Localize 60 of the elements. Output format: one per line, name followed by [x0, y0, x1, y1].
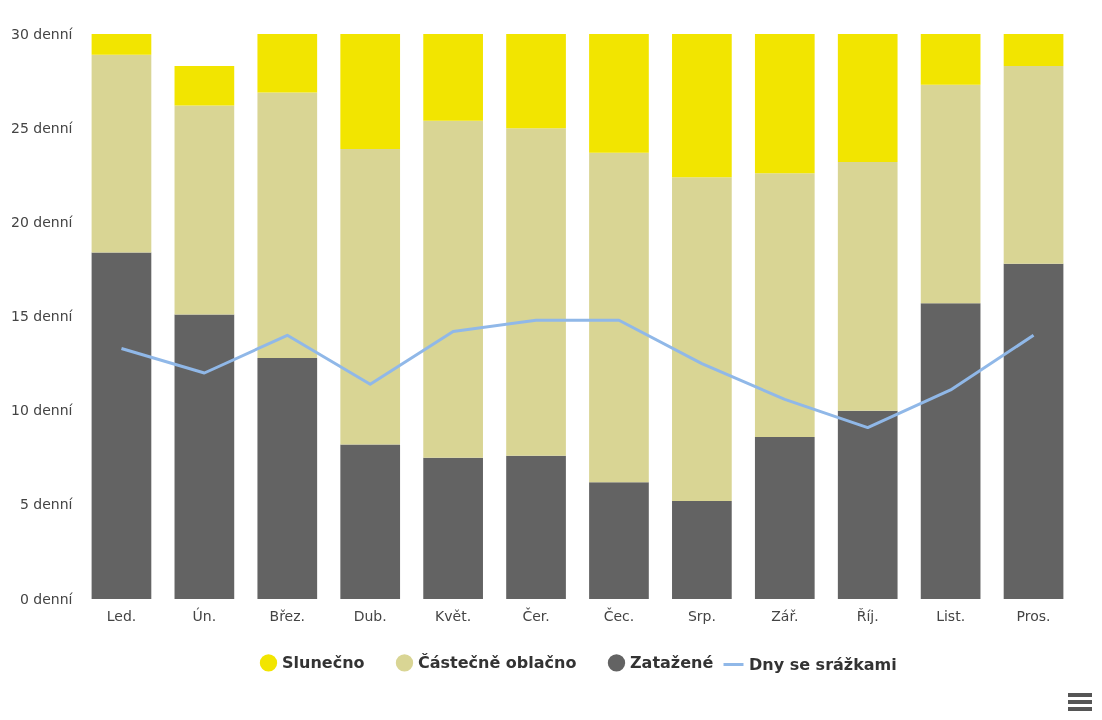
y-tick-label: 15 denní — [11, 308, 74, 324]
bar — [920, 303, 981, 599]
bar — [174, 105, 235, 315]
bar — [91, 34, 152, 55]
x-tick-label: Čec. — [603, 606, 635, 624]
x-tick-label: Říj. — [856, 607, 879, 624]
x-tick-label: Čer. — [522, 606, 550, 624]
y-tick-label: 10 denní — [11, 402, 74, 419]
bar — [91, 54, 152, 253]
bar — [589, 482, 649, 599]
y-tick-label: 0 denní — [20, 590, 74, 607]
x-tick-label: Zář. — [771, 607, 799, 624]
bar — [340, 34, 401, 149]
bar — [257, 357, 318, 599]
bar — [1003, 263, 1064, 599]
bar — [506, 128, 566, 456]
bar — [174, 314, 235, 599]
bar — [920, 34, 981, 85]
legend-label: Částečně oblačno — [418, 652, 577, 672]
bar — [589, 152, 649, 483]
bar — [423, 34, 483, 121]
bar — [506, 34, 566, 129]
bar — [257, 92, 318, 358]
legend-label: Slunečno — [282, 652, 365, 672]
bar — [589, 34, 649, 153]
bar — [672, 177, 732, 502]
legend-label: Dny se srážkami — [749, 654, 897, 674]
bar — [754, 34, 815, 174]
x-tick-label: Dub. — [353, 607, 387, 624]
bar — [837, 410, 898, 599]
bar — [340, 444, 401, 599]
bar — [174, 66, 235, 106]
bar — [837, 34, 898, 163]
y-tick-label: 25 denní — [11, 119, 74, 136]
x-tick-label: Pros. — [1016, 607, 1051, 624]
x-tick-label: List. — [936, 607, 966, 624]
bar — [257, 34, 318, 93]
x-tick-label: Břez. — [269, 607, 306, 624]
bar — [672, 34, 732, 178]
bar — [506, 455, 566, 599]
bar — [1003, 66, 1064, 264]
x-tick-label: Květ. — [435, 607, 472, 624]
bar — [920, 84, 981, 304]
y-tick-label: 20 denní — [11, 213, 74, 230]
bar — [423, 120, 483, 458]
x-tick-label: Led. — [106, 607, 137, 624]
bar — [754, 437, 815, 599]
bar — [340, 148, 401, 445]
bar — [672, 501, 732, 599]
y-tick-label: 5 denní — [20, 496, 74, 513]
bar — [1003, 34, 1064, 67]
x-tick-label: Ún. — [192, 606, 217, 624]
y-tick-label: 30 denní — [11, 25, 74, 42]
legend-label: Zatažené — [630, 652, 714, 672]
bar — [754, 173, 815, 438]
bar — [91, 252, 152, 599]
x-tick-label: Srp. — [687, 607, 716, 624]
line-series — [119, 318, 1036, 430]
bar — [423, 457, 483, 599]
bar — [837, 162, 898, 411]
